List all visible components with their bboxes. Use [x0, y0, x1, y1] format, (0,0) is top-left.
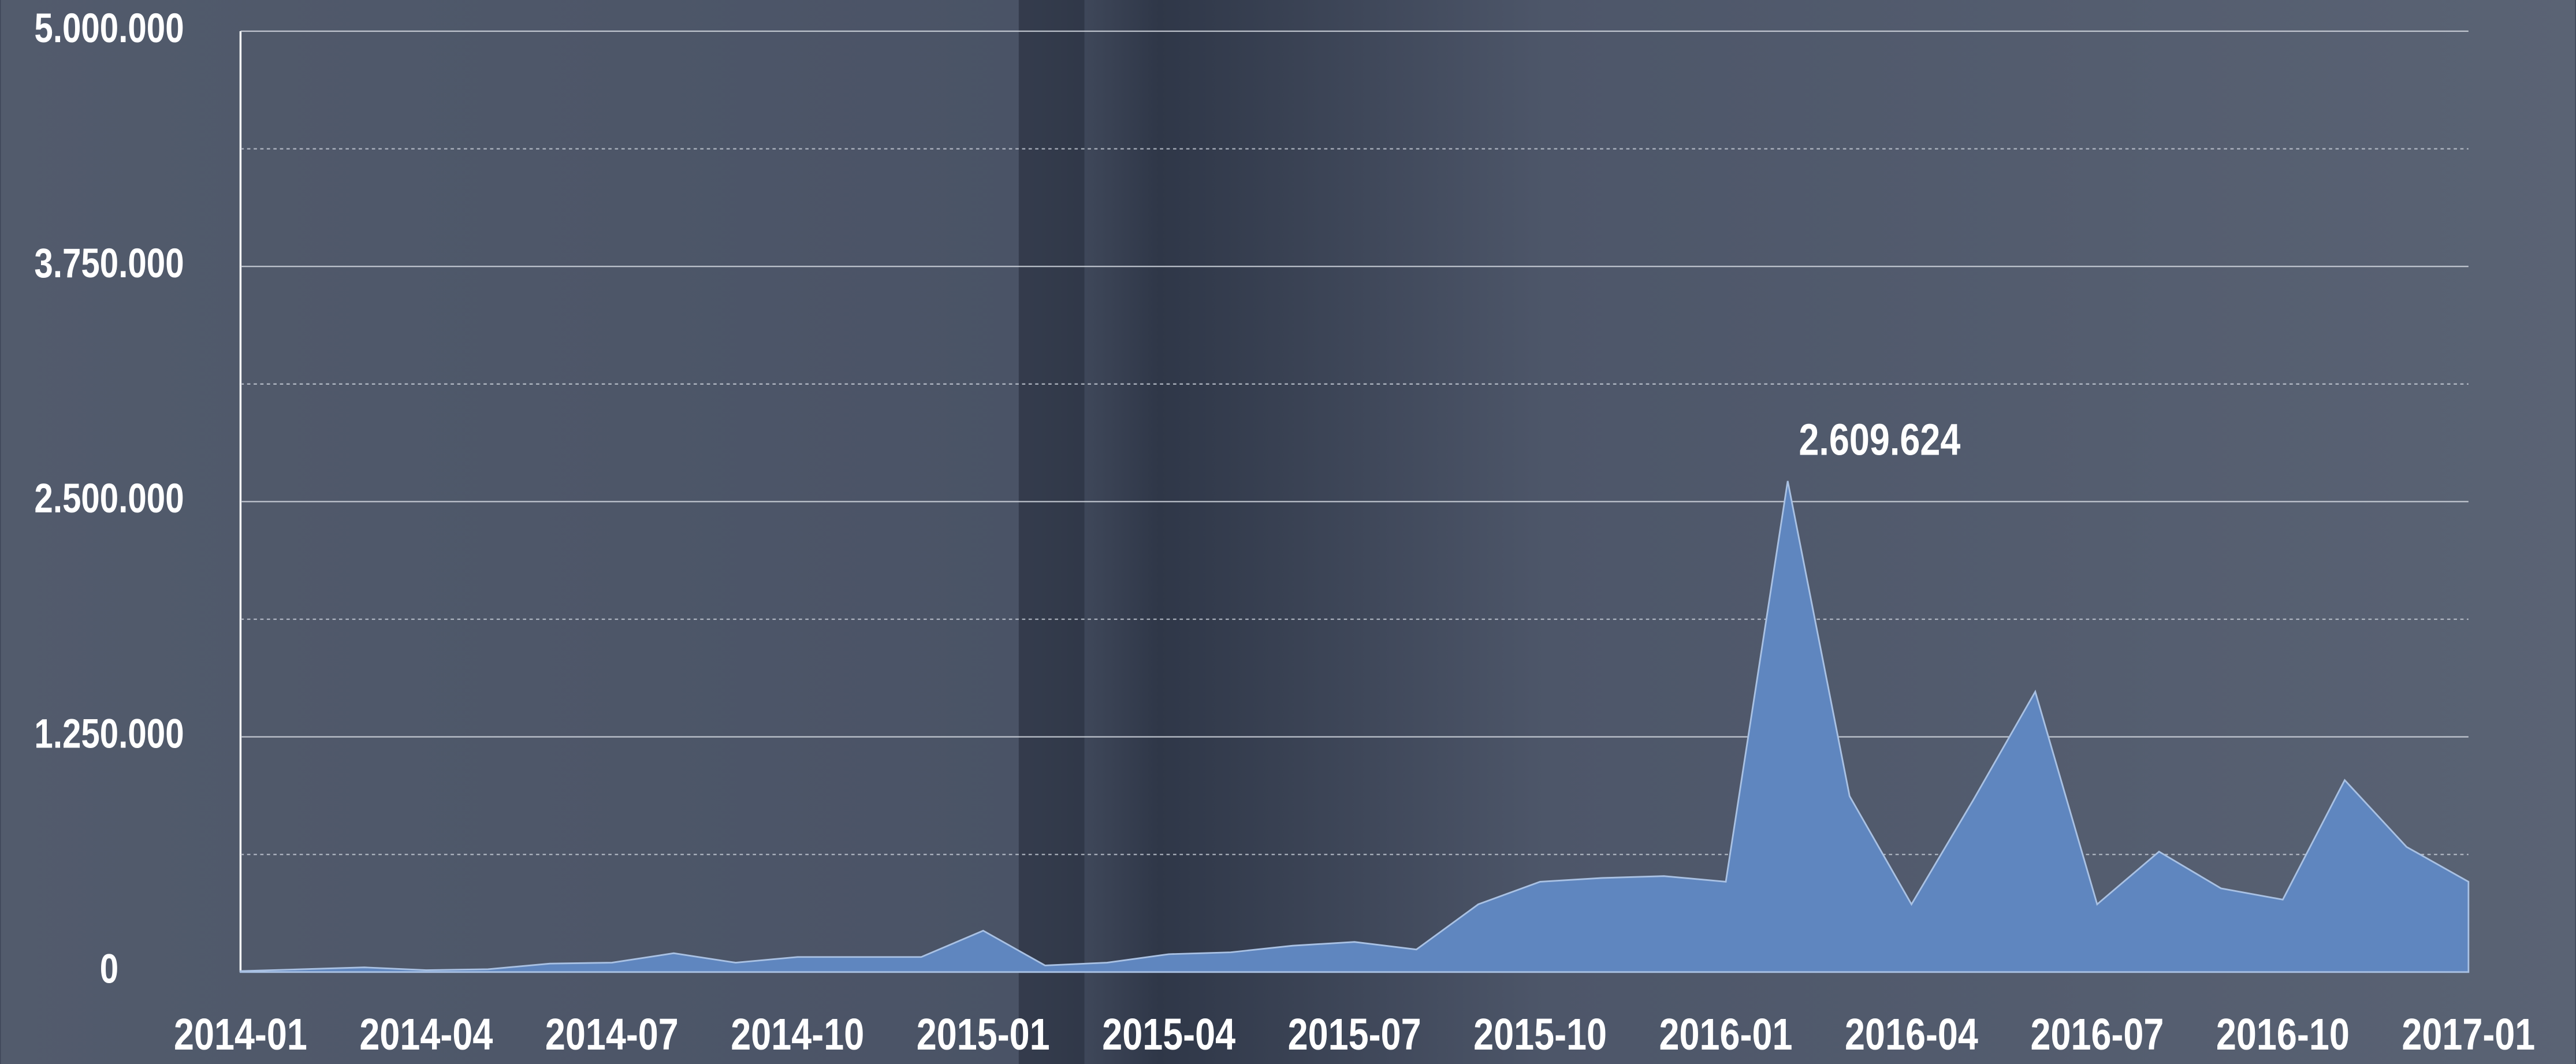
y-tick-label: 3.750.000 [34, 240, 184, 286]
x-tick-label: 2015-07 [1288, 1009, 1421, 1059]
y-tick-label: 0 [100, 946, 118, 992]
x-tick-label: 2014-04 [359, 1009, 493, 1059]
x-tick-label: 2016-04 [1845, 1009, 1978, 1059]
x-tick-label: 2015-01 [917, 1009, 1050, 1059]
x-tick-label: 2016-10 [2216, 1009, 2350, 1059]
x-tick-label: 2016-07 [2030, 1009, 2164, 1059]
y-tick-label: 2.500.000 [34, 475, 184, 522]
x-tick-label: 2014-01 [174, 1009, 307, 1059]
chart: 0 1.250.000 2.500.000 3.750.000 5.000.000 201… [0, 0, 2576, 1064]
x-tick-label: 2015-04 [1102, 1009, 1235, 1059]
x-tick-label: 2014-07 [545, 1009, 679, 1059]
x-tick-label: 2017-01 [2402, 1009, 2535, 1059]
x-tick-label: 2015-10 [1473, 1009, 1607, 1059]
x-tick-label: 2014-10 [731, 1009, 864, 1059]
background-pillar [1019, 0, 1085, 1064]
x-tick-label: 2016-01 [1659, 1009, 1793, 1059]
y-tick-label: 5.000.000 [34, 5, 184, 51]
data-label: 2.609.624 [1799, 415, 1960, 464]
y-tick-label: 1.250.000 [34, 710, 184, 757]
